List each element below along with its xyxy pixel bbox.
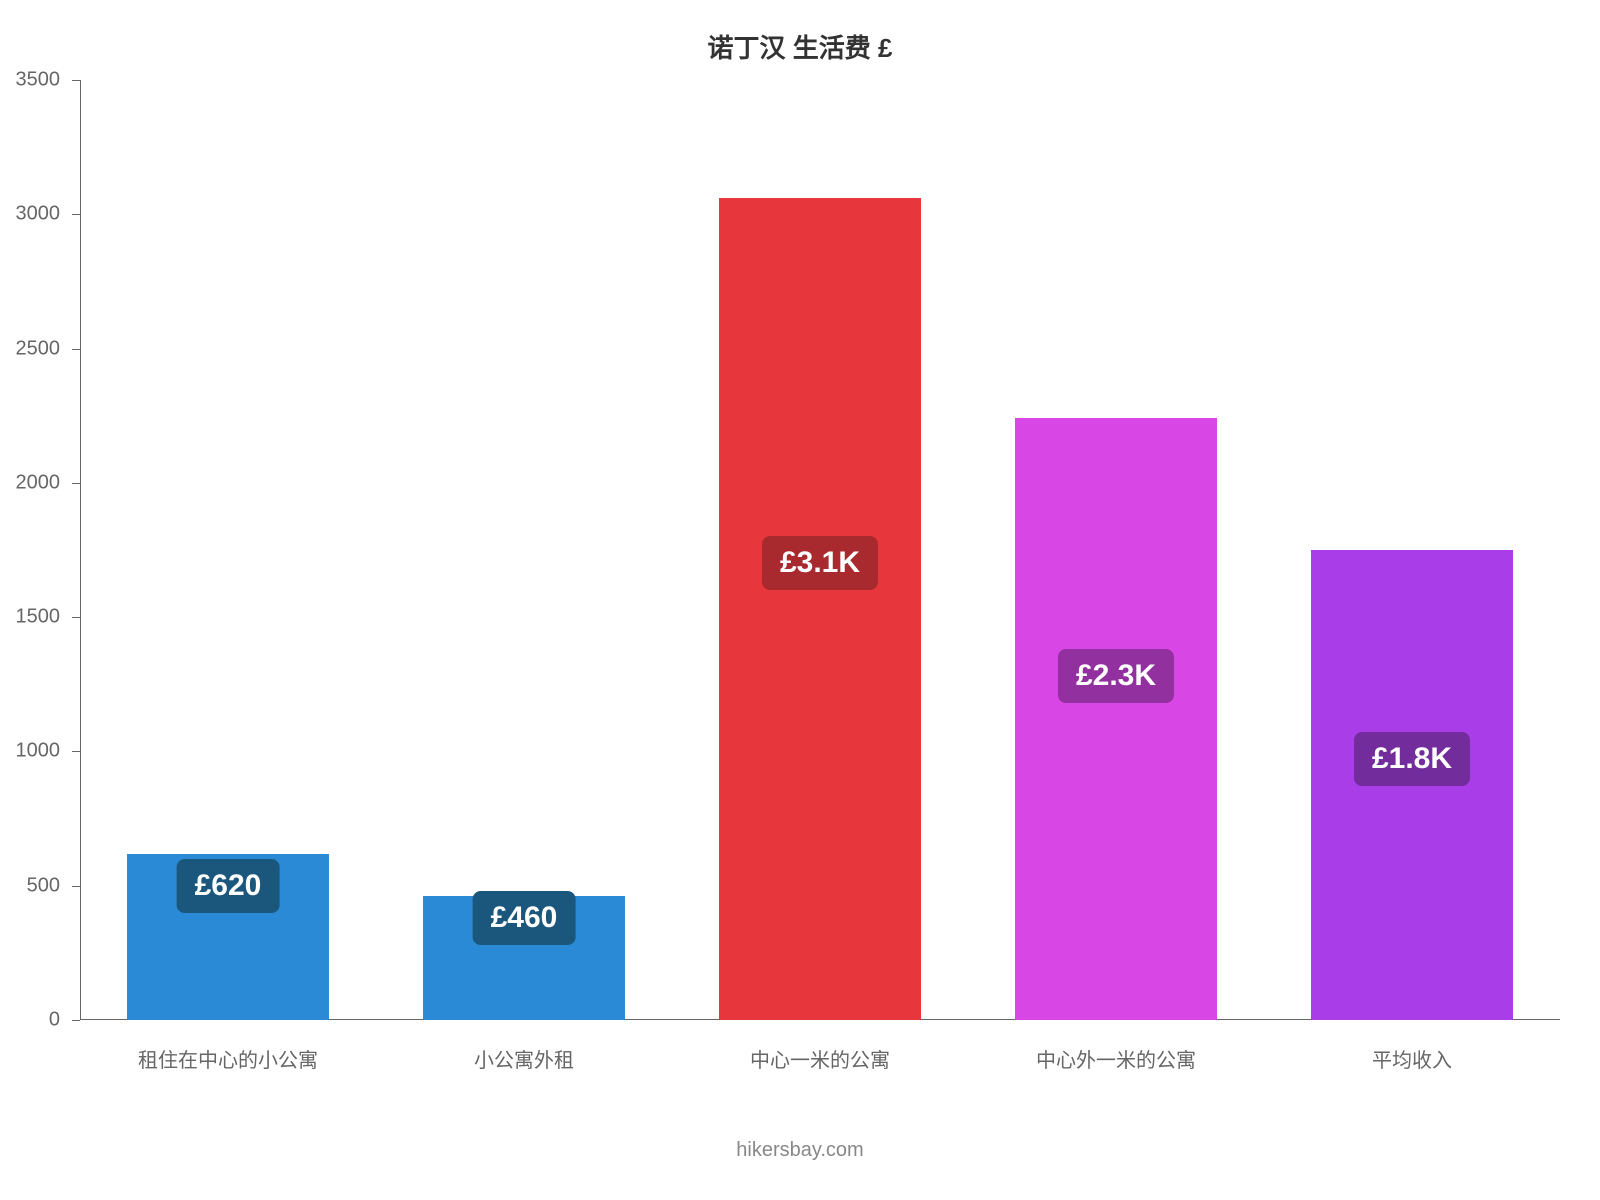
x-tick-label: 平均收入 bbox=[1372, 1044, 1452, 1073]
y-tick-label: 500 bbox=[27, 874, 60, 897]
x-tick-label: 租住在中心的小公寓 bbox=[138, 1044, 318, 1073]
y-tick-mark bbox=[72, 80, 80, 81]
y-tick-mark bbox=[72, 617, 80, 618]
value-badge: £1.8K bbox=[1354, 732, 1470, 786]
chart-container: 诺丁汉 生活费 £ 0500100015002000250030003500 租… bbox=[0, 0, 1600, 1200]
x-tick-label: 中心外一米的公寓 bbox=[1036, 1044, 1196, 1073]
y-tick-label: 2000 bbox=[16, 471, 61, 494]
chart-title: 诺丁汉 生活费 £ bbox=[0, 28, 1600, 65]
y-tick-mark bbox=[72, 483, 80, 484]
y-tick-label: 0 bbox=[49, 1009, 60, 1032]
y-tick-label: 2500 bbox=[16, 337, 61, 360]
y-tick-mark bbox=[72, 349, 80, 350]
value-badge: £620 bbox=[177, 859, 280, 913]
y-tick-mark bbox=[72, 886, 80, 887]
y-tick-label: 3000 bbox=[16, 203, 61, 226]
y-tick-mark bbox=[72, 1020, 80, 1021]
bar bbox=[1015, 418, 1216, 1020]
y-axis-line bbox=[80, 80, 81, 1020]
y-tick-mark bbox=[72, 751, 80, 752]
x-tick-label: 中心一米的公寓 bbox=[750, 1044, 890, 1073]
value-badge: £2.3K bbox=[1058, 649, 1174, 703]
y-tick-label: 3500 bbox=[16, 69, 61, 92]
x-tick-label: 小公寓外租 bbox=[474, 1044, 574, 1073]
y-tick-label: 1000 bbox=[16, 740, 61, 763]
plot-area: 0500100015002000250030003500 租住在中心的小公寓小公… bbox=[80, 80, 1560, 1020]
footer-credit: hikersbay.com bbox=[0, 1139, 1600, 1162]
y-tick-mark bbox=[72, 214, 80, 215]
value-badge: £460 bbox=[473, 891, 576, 945]
value-badge: £3.1K bbox=[762, 536, 878, 590]
y-tick-label: 1500 bbox=[16, 606, 61, 629]
bar bbox=[719, 198, 920, 1020]
